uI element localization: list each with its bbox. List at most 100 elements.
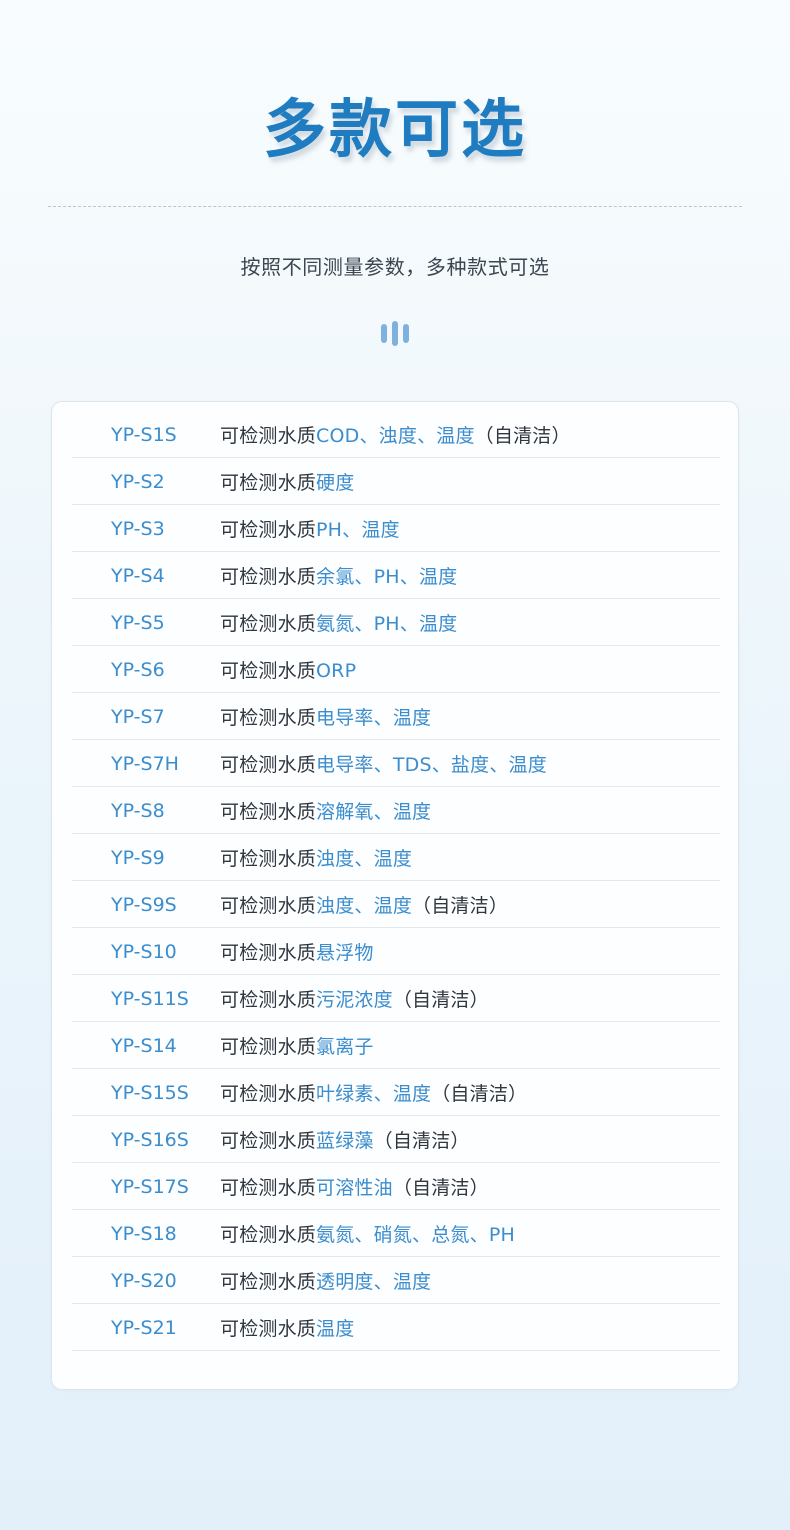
table-row[interactable]: YP-S18 可检测水质氨氮、硝氮、总氮、PH	[52, 1210, 738, 1257]
description-suffix: （自清洁）	[373, 1130, 470, 1152]
table-row[interactable]: YP-S4 可检测水质余氯、PH、温度	[52, 552, 738, 599]
description-suffix: （自清洁）	[392, 989, 489, 1011]
table-row[interactable]: YP-S9S 可检测水质浊度、温度（自清洁）	[52, 881, 738, 928]
table-row[interactable]: YP-S9 可检测水质浊度、温度	[52, 834, 738, 881]
table-row[interactable]: YP-S17S 可检测水质可溶性油（自清洁）	[52, 1163, 738, 1210]
description-parameters: 氯离子	[316, 1036, 374, 1058]
description-parameters: 氨氮、PH、温度	[316, 613, 458, 635]
dashed-divider	[48, 206, 742, 208]
table-row[interactable]: YP-S3 可检测水质PH、温度	[52, 505, 738, 552]
table-row[interactable]: YP-S15S 可检测水质叶绿素、温度（自清洁）	[52, 1069, 738, 1116]
table-row[interactable]: YP-S14 可检测水质氯离子	[52, 1022, 738, 1069]
model-description: 可检测水质透明度、温度	[220, 1267, 431, 1294]
model-code: YP-S10	[111, 940, 177, 963]
description-prefix: 可检测水质	[220, 425, 317, 447]
description-parameters: ORP	[316, 660, 357, 682]
description-parameters: 电导率、温度	[316, 707, 432, 729]
table-row[interactable]: YP-S5 可检测水质氨氮、PH、温度	[52, 599, 738, 646]
model-code: YP-S15S	[111, 1081, 189, 1104]
model-code: YP-S6	[111, 658, 165, 681]
model-code: YP-S5	[111, 611, 165, 634]
description-prefix: 可检测水质	[220, 613, 317, 635]
model-code: YP-S2	[111, 470, 165, 493]
model-description: 可检测水质可溶性油（自清洁）	[220, 1173, 489, 1200]
description-parameters: 硬度	[316, 472, 355, 494]
model-description: 可检测水质氨氮、硝氮、总氮、PH	[220, 1220, 515, 1247]
model-code: YP-S18	[111, 1222, 177, 1245]
row-separator	[72, 739, 720, 740]
model-description: 可检测水质COD、浊度、温度（自清洁）	[220, 421, 571, 448]
model-description: 可检测水质硬度	[220, 468, 354, 495]
page-header: 多款可选 按照不同测量参数，多种款式可选	[0, 0, 790, 346]
description-prefix: 可检测水质	[220, 707, 317, 729]
model-code: YP-S7	[111, 705, 165, 728]
model-description: 可检测水质氯离子	[220, 1032, 374, 1059]
row-separator	[72, 1162, 720, 1163]
description-parameters: 余氯、PH、温度	[316, 566, 458, 588]
row-separator	[72, 692, 720, 693]
model-description: 可检测水质悬浮物	[220, 938, 374, 965]
description-prefix: 可检测水质	[220, 895, 317, 917]
table-row[interactable]: YP-S7 可检测水质电导率、温度	[52, 693, 738, 740]
table-row[interactable]: YP-S6 可检测水质ORP	[52, 646, 738, 693]
model-description: 可检测水质氨氮、PH、温度	[220, 609, 457, 636]
description-parameters: COD、浊度、温度	[316, 425, 475, 447]
model-code: YP-S14	[111, 1034, 177, 1057]
description-parameters: 溶解氧、温度	[316, 801, 432, 823]
description-parameters: 污泥浓度	[316, 989, 393, 1011]
three-bars-icon	[0, 320, 790, 346]
description-parameters: 温度	[316, 1318, 355, 1340]
row-separator	[72, 1115, 720, 1116]
ornament-bar-right	[403, 323, 409, 343]
row-separator	[72, 551, 720, 552]
table-row[interactable]: YP-S21 可检测水质温度	[52, 1304, 738, 1351]
description-parameters: PH、温度	[316, 519, 400, 541]
description-parameters: 可溶性油	[316, 1177, 393, 1199]
row-separator	[72, 1209, 720, 1210]
description-prefix: 可检测水质	[220, 942, 317, 964]
model-description: 可检测水质污泥浓度（自清洁）	[220, 985, 489, 1012]
model-description: 可检测水质PH、温度	[220, 515, 400, 542]
description-parameters: 悬浮物	[316, 942, 374, 964]
model-description: 可检测水质ORP	[220, 656, 356, 683]
row-separator	[72, 880, 720, 881]
model-description: 可检测水质溶解氧、温度	[220, 797, 431, 824]
table-row[interactable]: YP-S7H 可检测水质电导率、TDS、盐度、温度	[52, 740, 738, 787]
model-code: YP-S1S	[111, 423, 177, 446]
description-suffix: （自清洁）	[474, 425, 571, 447]
description-parameters: 叶绿素、温度	[316, 1083, 432, 1105]
row-separator	[72, 974, 720, 975]
model-code: YP-S11S	[111, 987, 189, 1010]
table-row[interactable]: YP-S16S 可检测水质蓝绿藻（自清洁）	[52, 1116, 738, 1163]
model-code: YP-S8	[111, 799, 165, 822]
description-suffix: （自清洁）	[412, 895, 509, 917]
row-separator	[72, 786, 720, 787]
model-code: YP-S7H	[111, 752, 179, 775]
table-row[interactable]: YP-S1S 可检测水质COD、浊度、温度（自清洁）	[52, 411, 738, 458]
model-code: YP-S17S	[111, 1175, 189, 1198]
description-prefix: 可检测水质	[220, 848, 317, 870]
table-row[interactable]: YP-S8 可检测水质溶解氧、温度	[52, 787, 738, 834]
description-prefix: 可检测水质	[220, 1224, 317, 1246]
row-separator	[72, 645, 720, 646]
model-code: YP-S16S	[111, 1128, 189, 1151]
model-description: 可检测水质浊度、温度	[220, 844, 412, 871]
description-parameters: 透明度、温度	[316, 1271, 432, 1293]
description-suffix: （自清洁）	[431, 1083, 528, 1105]
row-separator	[72, 504, 720, 505]
table-row[interactable]: YP-S11S 可检测水质污泥浓度（自清洁）	[52, 975, 738, 1022]
description-parameters: 蓝绿藻	[316, 1130, 374, 1152]
description-parameters: 浊度、温度	[316, 848, 413, 870]
table-row[interactable]: YP-S2 可检测水质硬度	[52, 458, 738, 505]
row-separator	[72, 598, 720, 599]
table-row[interactable]: YP-S20 可检测水质透明度、温度	[52, 1257, 738, 1304]
description-parameters: 浊度、温度	[316, 895, 413, 917]
row-separator	[72, 1021, 720, 1022]
table-row[interactable]: YP-S10 可检测水质悬浮物	[52, 928, 738, 975]
model-code: YP-S3	[111, 517, 165, 540]
model-code: YP-S21	[111, 1316, 177, 1339]
model-description: 可检测水质余氯、PH、温度	[220, 562, 457, 589]
model-code: YP-S9S	[111, 893, 177, 916]
row-separator	[72, 1350, 720, 1351]
